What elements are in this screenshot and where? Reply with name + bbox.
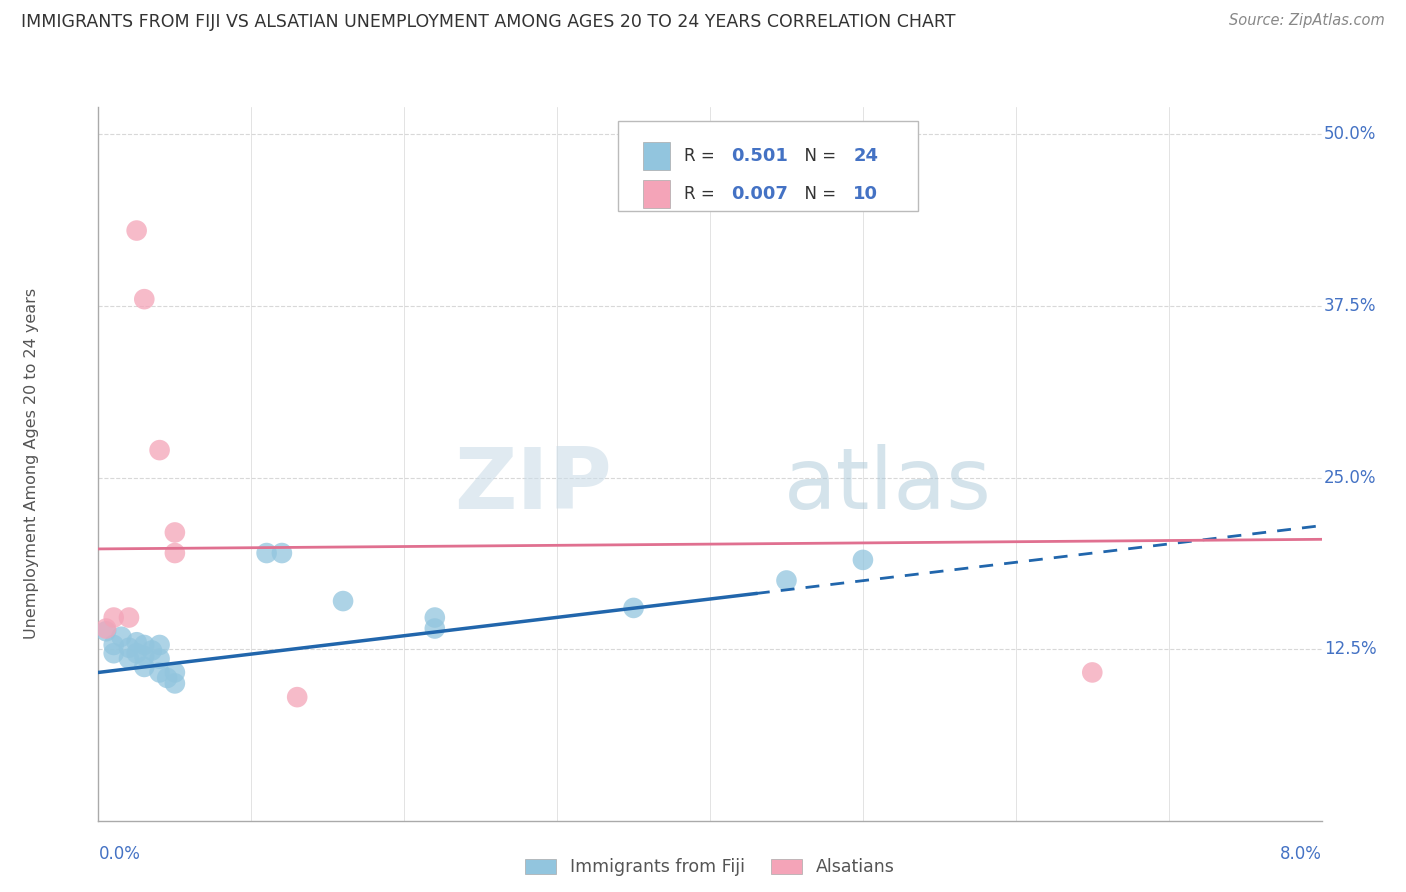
Text: Unemployment Among Ages 20 to 24 years: Unemployment Among Ages 20 to 24 years <box>24 288 38 640</box>
Point <box>285 690 308 705</box>
Text: IMMIGRANTS FROM FIJI VS ALSATIAN UNEMPLOYMENT AMONG AGES 20 TO 24 YEARS CORRELAT: IMMIGRANTS FROM FIJI VS ALSATIAN UNEMPLO… <box>21 13 956 31</box>
Point <box>623 601 645 615</box>
Text: Source: ZipAtlas.com: Source: ZipAtlas.com <box>1229 13 1385 29</box>
Point <box>149 665 172 680</box>
Text: 50.0%: 50.0% <box>1324 126 1376 144</box>
Point <box>94 624 117 639</box>
Text: 25.0%: 25.0% <box>1324 468 1376 486</box>
Point <box>1081 665 1104 680</box>
Point <box>118 610 141 624</box>
Text: 0.007: 0.007 <box>731 185 787 202</box>
Text: atlas: atlas <box>783 443 991 527</box>
Point <box>125 635 148 649</box>
FancyBboxPatch shape <box>643 142 669 170</box>
Point <box>163 546 186 560</box>
Point <box>134 660 156 674</box>
Point <box>125 646 148 660</box>
Text: 0.501: 0.501 <box>731 147 787 165</box>
Point <box>103 610 125 624</box>
Point <box>94 622 117 636</box>
Text: R =: R = <box>685 147 720 165</box>
Text: ZIP: ZIP <box>454 443 612 527</box>
Point <box>156 671 179 685</box>
Point <box>852 553 875 567</box>
Point <box>103 646 125 660</box>
Legend: Immigrants from Fiji, Alsatians: Immigrants from Fiji, Alsatians <box>517 852 903 883</box>
Point <box>163 525 186 540</box>
FancyBboxPatch shape <box>643 179 669 208</box>
Point <box>423 610 446 624</box>
Text: 0.0%: 0.0% <box>98 846 141 863</box>
Point <box>149 443 172 458</box>
Point <box>149 651 172 665</box>
Text: 10: 10 <box>853 185 879 202</box>
Point <box>141 643 163 657</box>
FancyBboxPatch shape <box>619 121 918 211</box>
Point <box>149 638 172 652</box>
Point <box>110 630 132 644</box>
Text: R =: R = <box>685 185 720 202</box>
Point <box>134 638 156 652</box>
Point <box>134 648 156 663</box>
Point <box>118 651 141 665</box>
Point <box>163 665 186 680</box>
Text: N =: N = <box>794 185 842 202</box>
Point <box>103 638 125 652</box>
Point <box>163 676 186 690</box>
Point <box>118 640 141 655</box>
Text: 8.0%: 8.0% <box>1279 846 1322 863</box>
Point <box>423 622 446 636</box>
Text: N =: N = <box>794 147 842 165</box>
Point <box>775 574 797 588</box>
Point <box>270 546 294 560</box>
Text: 37.5%: 37.5% <box>1324 297 1376 315</box>
Point <box>134 292 156 306</box>
Point <box>125 223 148 237</box>
Point <box>332 594 354 608</box>
Point <box>256 546 278 560</box>
Text: 12.5%: 12.5% <box>1324 640 1376 658</box>
Text: 24: 24 <box>853 147 879 165</box>
